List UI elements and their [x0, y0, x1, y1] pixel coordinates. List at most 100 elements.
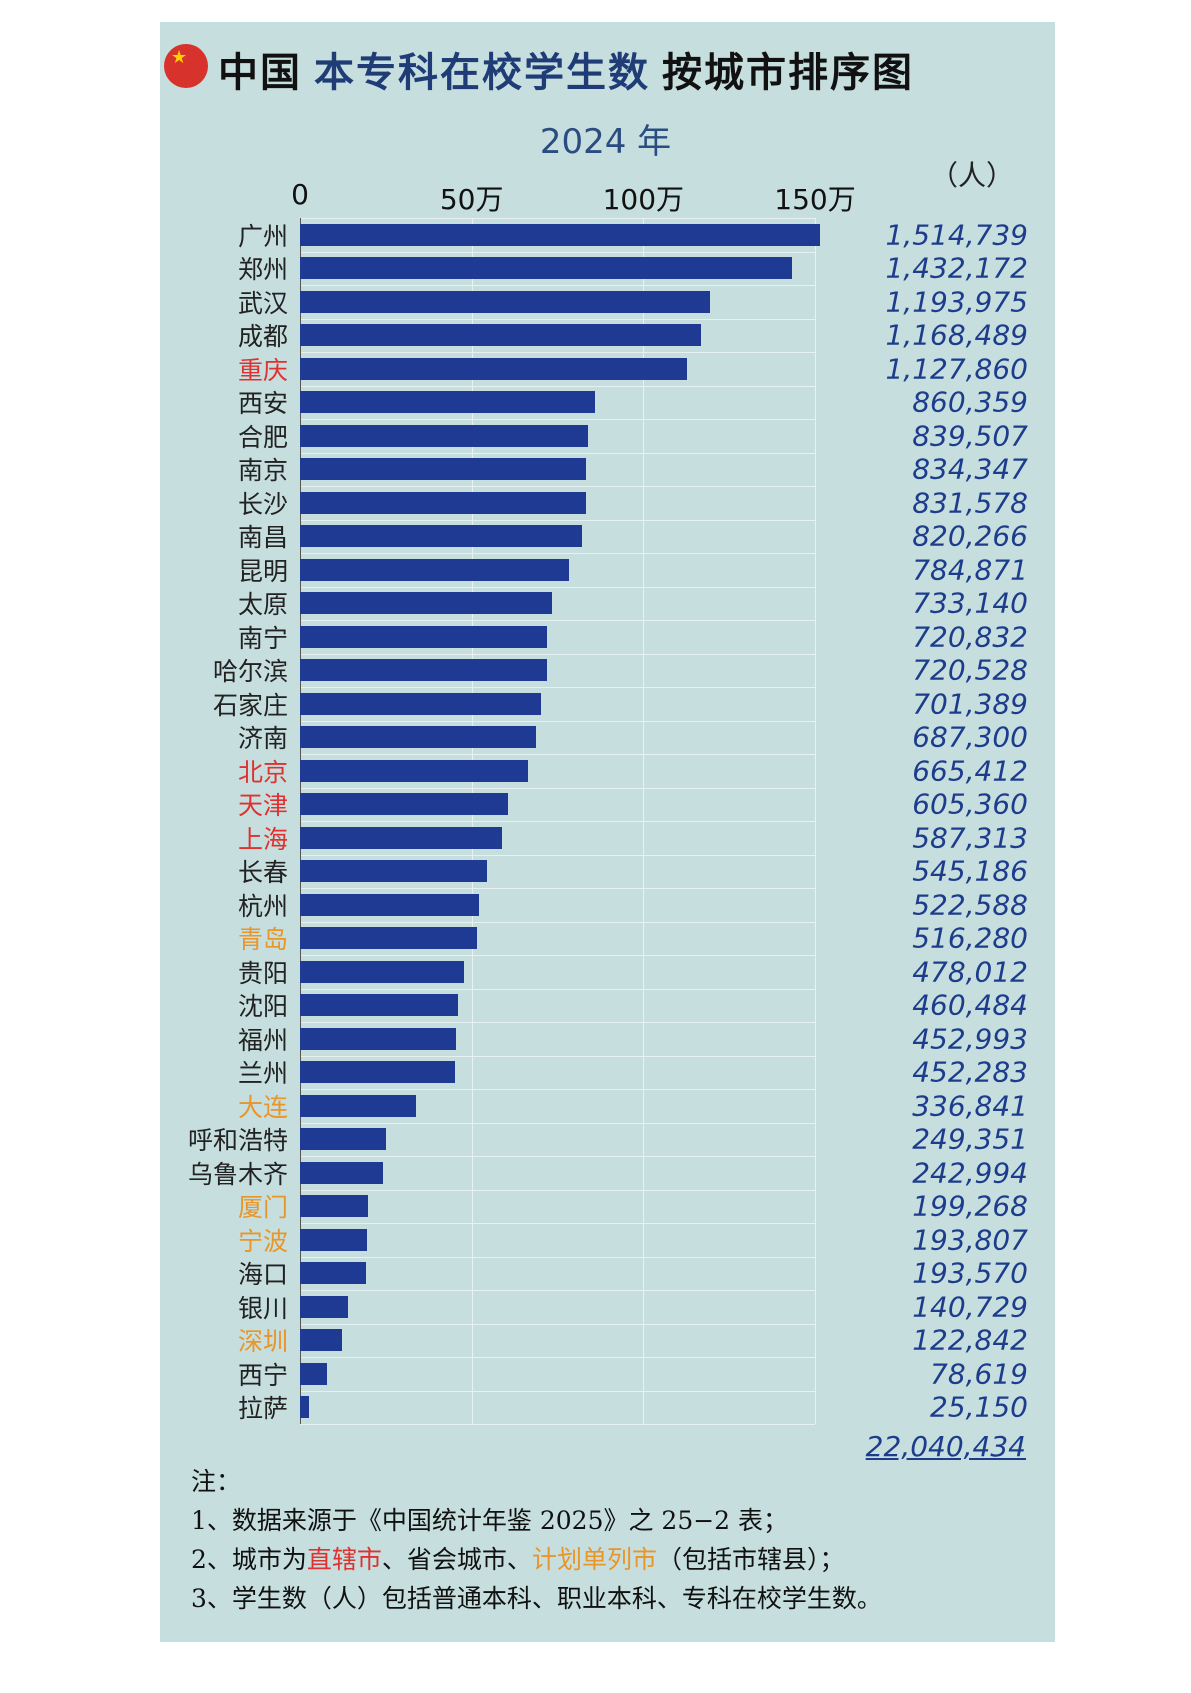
gridline-horizontal — [300, 419, 815, 420]
value-label: 242,994 — [912, 1156, 1028, 1190]
note-line-1: 1、数据来源于《中国统计年鉴 2025》之 25−2 表； — [191, 1506, 789, 1535]
bar — [300, 1362, 327, 1385]
value-label: 122,842 — [912, 1323, 1028, 1357]
gridline-horizontal — [300, 754, 815, 755]
category-label: 合肥 — [237, 422, 288, 452]
category-label: 长春 — [237, 858, 288, 888]
value-label: 687,300 — [912, 720, 1028, 754]
gridline-horizontal — [300, 1189, 815, 1191]
gridline-horizontal — [300, 787, 815, 789]
bar — [300, 994, 459, 1017]
unit-label: （人） — [930, 159, 1015, 192]
bar — [300, 424, 589, 447]
x-tick-label: 0 — [291, 178, 309, 211]
bar — [300, 659, 548, 682]
category-label: 济南 — [237, 724, 288, 754]
gridline-horizontal — [300, 1256, 815, 1258]
note-text: 2、城市为 — [191, 1545, 307, 1574]
category-label: 海口 — [237, 1260, 288, 1290]
gridline-horizontal — [300, 1357, 815, 1358]
bar — [300, 759, 529, 782]
value-label: 249,351 — [912, 1122, 1028, 1156]
bar — [300, 1094, 416, 1117]
gridline-horizontal — [300, 586, 815, 588]
category-label: 乌鲁木齐 — [187, 1159, 288, 1189]
gridline-horizontal — [300, 251, 815, 253]
value-label: 452,283 — [912, 1055, 1028, 1089]
category-label: 武汉 — [237, 288, 288, 318]
value-label: 784,871 — [912, 553, 1028, 587]
note-line-3: 3、学生数（人）包括普通本科、职业本科、专科在校学生数。 — [191, 1584, 882, 1613]
title-part-sort: 按城市排序图 — [662, 49, 914, 96]
value-label: 831,578 — [912, 486, 1028, 520]
chart-title: 中国 本专科在校学生数 按城市排序图 — [218, 40, 914, 98]
gridline-horizontal — [300, 218, 815, 219]
gridline-horizontal — [300, 1022, 815, 1023]
value-label: 78,619 — [930, 1357, 1028, 1391]
value-label: 516,280 — [912, 921, 1028, 955]
bar — [300, 1061, 456, 1084]
category-label: 北京 — [237, 757, 288, 787]
gridline-horizontal — [300, 955, 815, 956]
category-label: 深圳 — [237, 1327, 288, 1357]
gridline-horizontal — [300, 1223, 815, 1224]
category-label: 昆明 — [237, 556, 288, 586]
category-label: 南京 — [237, 456, 288, 486]
category-label: 杭州 — [237, 891, 288, 921]
category-label: 郑州 — [237, 255, 288, 285]
x-tick-label: 50万 — [439, 183, 504, 216]
category-label: 重庆 — [237, 355, 288, 385]
bar — [300, 1228, 367, 1251]
x-tick-label: 150万 — [774, 183, 856, 216]
gridline-horizontal — [300, 1055, 815, 1057]
value-label: 1,168,489 — [885, 318, 1028, 352]
gridline-horizontal — [300, 821, 815, 822]
y-axis-line — [300, 218, 301, 1424]
gridline-horizontal — [300, 620, 815, 621]
bar — [300, 592, 552, 615]
gridline-horizontal — [300, 1290, 815, 1291]
bar — [300, 625, 548, 648]
gridline-horizontal — [300, 988, 815, 990]
category-label: 天津 — [237, 791, 288, 821]
category-label: 石家庄 — [212, 690, 288, 720]
bar — [300, 223, 821, 246]
category-label: 南宁 — [237, 623, 288, 653]
note-municipality: 直辖市 — [306, 1545, 382, 1574]
value-label: 1,127,860 — [885, 352, 1028, 386]
value-label: 820,266 — [912, 519, 1028, 553]
gridline-horizontal — [300, 1122, 815, 1124]
bar — [300, 458, 587, 481]
bar — [300, 324, 702, 347]
total-value: 22,040,434 — [865, 1430, 1026, 1463]
category-label: 西安 — [237, 389, 288, 419]
category-label: 厦门 — [237, 1193, 288, 1223]
value-label: 25,150 — [930, 1390, 1028, 1424]
note-line-2: 2、城市为直辖市、省会城市、计划单列市（包括市辖县）； — [191, 1540, 844, 1576]
category-label: 银川 — [237, 1293, 288, 1323]
value-label: 860,359 — [912, 385, 1028, 419]
title-part-country: 中国 — [218, 49, 302, 96]
gridline-horizontal — [300, 888, 815, 889]
gridline-horizontal — [300, 720, 815, 722]
gridline-horizontal — [300, 285, 815, 286]
gridline-horizontal — [300, 1323, 815, 1325]
bar — [300, 1262, 367, 1285]
gridline-horizontal — [300, 653, 815, 655]
value-label: 701,389 — [912, 687, 1028, 721]
bar — [300, 290, 710, 313]
gridline-horizontal — [300, 921, 815, 923]
bar — [300, 391, 596, 414]
gridline-horizontal — [300, 1156, 815, 1157]
bar — [300, 692, 541, 715]
category-label: 福州 — [237, 1025, 288, 1055]
title-part-metric: 本专科在校学生数 — [314, 49, 650, 96]
bar — [300, 257, 792, 280]
gridline-horizontal — [300, 452, 815, 454]
gridline-horizontal — [300, 854, 815, 856]
bar — [300, 1161, 384, 1184]
bar — [300, 860, 488, 883]
category-label: 沈阳 — [237, 992, 288, 1022]
value-label: 193,807 — [912, 1223, 1028, 1257]
bar — [300, 927, 478, 950]
